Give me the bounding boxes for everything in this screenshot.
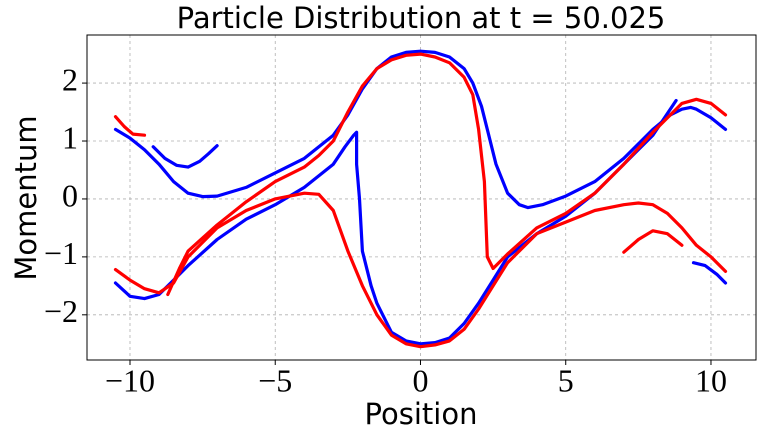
y-tick-label: −2 (44, 293, 78, 329)
particle-trace (691, 261, 728, 285)
chart-title: Particle Distribution at t = 50.025 (177, 1, 666, 35)
x-tick-label: 5 (558, 362, 574, 398)
particle-trace (166, 52, 728, 297)
particle-trace (622, 229, 684, 254)
x-tick-label: −5 (258, 362, 292, 398)
particle-trace (113, 191, 728, 349)
y-tick-label: 1 (62, 119, 78, 155)
y-tick-label: 2 (62, 61, 78, 97)
y-tick-label: −1 (44, 235, 78, 271)
particle-trace (113, 115, 147, 137)
x-axis-label: Position (365, 397, 478, 431)
x-tick-label: 0 (412, 362, 428, 398)
y-axis-label: Momentum (9, 115, 43, 280)
y-tick-label: 0 (62, 177, 78, 213)
plot-frame (86, 34, 757, 361)
particle-trace (113, 98, 678, 346)
particle-trace (113, 49, 728, 210)
x-tick-label: −10 (105, 362, 155, 398)
x-tick-label: 10 (695, 362, 727, 398)
particle-trace (151, 144, 219, 169)
